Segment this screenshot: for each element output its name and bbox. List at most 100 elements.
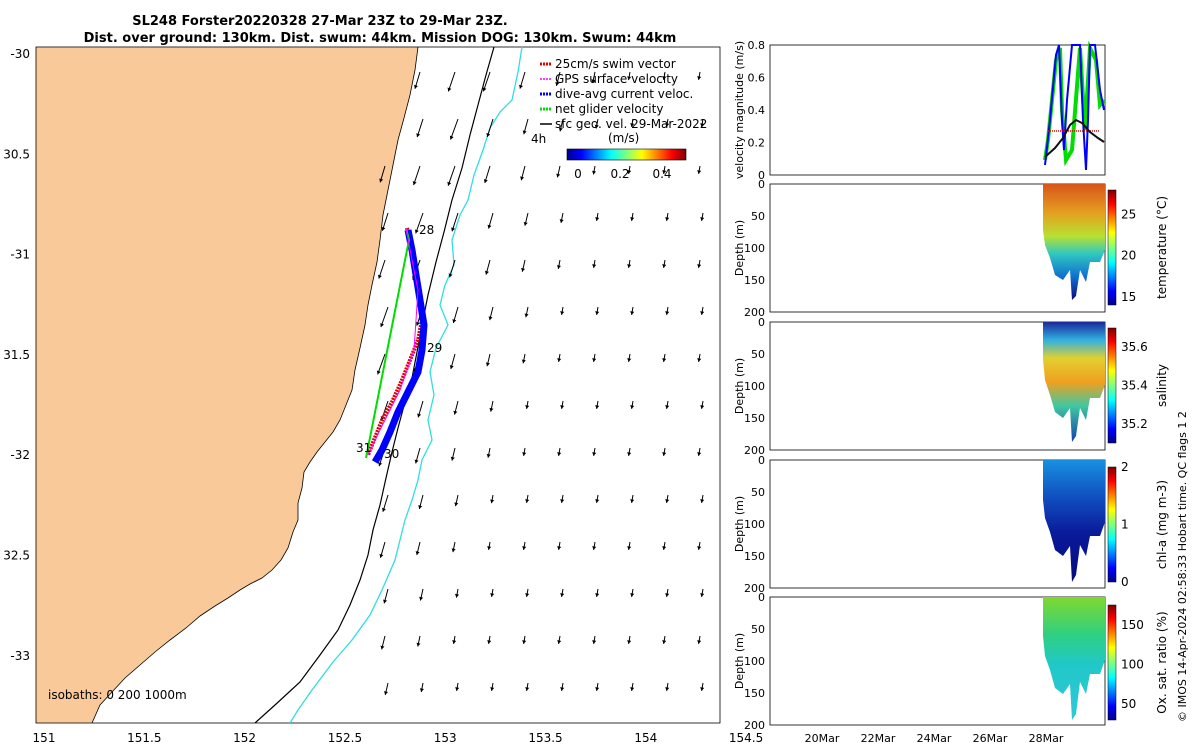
map-x-tick-label: 154 [634, 731, 657, 745]
velocity-arrowhead [381, 226, 386, 231]
velocity-arrowhead [630, 217, 635, 221]
colorbar-tick-label: 20 [1121, 249, 1136, 263]
colorbar-label: Ox. sat. ratio (%) [1155, 611, 1169, 713]
velocity-y-axis: 0 0.2 0.4 0.6 0.8 [748, 39, 766, 182]
velocity-arrowhead [665, 687, 670, 691]
depth-tick-label: 0 [758, 454, 765, 467]
depth-tick-label: 100 [744, 518, 765, 531]
velocity-arrowhead [449, 135, 454, 140]
glider-track [365, 227, 428, 464]
velocity-arrow [450, 118, 459, 140]
colorbar-tick-0: 0 [574, 167, 582, 181]
legend-item-gps: GPS surface velocity [540, 72, 678, 86]
velocity-arrowhead [665, 311, 670, 315]
velocity-arrowhead [592, 452, 597, 456]
velocity-arrowhead [557, 640, 562, 644]
velocity-arrowhead [630, 499, 635, 503]
velocity-arrowhead [595, 311, 600, 315]
velocity-arrowhead [630, 687, 635, 691]
velocity-arrowhead [627, 358, 632, 362]
colorbar-tick-label: 25 [1121, 208, 1136, 222]
chla-section [1043, 460, 1105, 582]
velocity-arrowhead [700, 687, 705, 691]
velocity-arrowhead [520, 176, 525, 181]
legend-label-net: net glider velocity [555, 102, 663, 116]
velocity-arrowhead [379, 553, 384, 558]
velocity-arrowhead [484, 270, 489, 275]
salinity-section [1043, 322, 1105, 442]
colorbar-tick-label: 1 [1121, 518, 1129, 532]
colorbar-tick-label: 35.2 [1121, 417, 1148, 431]
velocity-arrowhead [630, 405, 635, 409]
velocity-arrowhead [490, 499, 495, 504]
isobath-200m [254, 47, 495, 723]
velocity-arrowhead [447, 181, 452, 186]
velocity-arrowhead [377, 274, 382, 279]
chla-colorbar [1107, 466, 1117, 583]
velocity-arrowhead [560, 593, 565, 597]
velocity-arrowhead [384, 691, 389, 695]
velocity-arrowhead [522, 130, 527, 135]
velocity-arrowhead [451, 227, 456, 232]
chla-panel [769, 459, 1117, 589]
velocity-arrowhead [662, 76, 667, 80]
legend-label-geo: sfc geo. vel. 29-Mar-2022 [555, 117, 707, 131]
velocity-arrowhead [595, 217, 600, 221]
colorbar-label: chl-a (mg m-3) [1155, 480, 1169, 569]
velocity-arrowhead [627, 546, 632, 550]
velocity-arrowhead [522, 546, 527, 550]
depth-tick-label: 50 [751, 486, 765, 499]
velocity-arrowhead [595, 687, 600, 691]
day-label-28: 28 [419, 223, 434, 237]
velocity-arrowhead [416, 642, 421, 647]
velocity-arrowhead [592, 546, 597, 550]
day-label-31: 31 [356, 441, 371, 455]
velocity-arrowhead [555, 82, 560, 86]
temperature-panel [769, 183, 1117, 313]
colorbar-tick-label: 2 [1121, 460, 1129, 474]
velocity-arrowhead [376, 370, 381, 375]
velocity-arrowhead [451, 548, 456, 553]
time-axis: 20Mar 22Mar 24Mar 26Mar 28Mar [805, 732, 1064, 745]
velocity-arrowhead [378, 462, 383, 467]
velocity-arrowhead [700, 499, 705, 503]
velocity-arrowhead [665, 593, 670, 597]
colorbar-tick-0-2: 0.2 [610, 167, 629, 181]
time-tick-label: 20Mar [805, 732, 840, 745]
depth-ylabel: Depth (m) [733, 220, 746, 276]
depth-tick-label: 50 [751, 348, 765, 361]
velocity-arrowhead [379, 178, 384, 183]
velocity-arrowhead [524, 313, 529, 318]
colorbar-tick-label: 100 [1121, 657, 1144, 671]
depth-tick-label: 100 [744, 242, 765, 255]
velocity-arrowhead [662, 264, 667, 268]
map-y-tick-label: 32.5 [3, 549, 30, 563]
velocity-arrowhead [700, 123, 705, 127]
map-x-tick-label: 152 [233, 731, 256, 745]
velocity-arrowhead [662, 358, 667, 362]
velocity-arrowhead [489, 407, 494, 412]
colorbar-tick-0-4: 0.4 [652, 167, 671, 181]
velocity-arrowhead [595, 593, 600, 597]
map-panel: 28 29 30 31 isobaths: 0 200 1000m 151 151… [3, 46, 763, 745]
velocity-arrowhead [452, 640, 457, 644]
velocity-arrowhead [485, 362, 490, 367]
depth-tick-label: 150 [744, 412, 765, 425]
salinity-colorbar [1107, 327, 1117, 444]
velocity-arrowhead [454, 502, 459, 507]
velocity-y-tick-label: 0 [758, 169, 765, 182]
velocity-arrowhead [487, 224, 492, 229]
depth-tick-label: 0 [758, 316, 765, 329]
map-legend: 25cm/s swim vector GPS surface velocity … [531, 57, 707, 181]
temperature-section [1043, 184, 1105, 300]
velocity-arrowhead [662, 546, 667, 550]
velocity-arrowhead [592, 358, 597, 362]
velocity-arrowhead [521, 267, 526, 272]
depth-tick-label: 150 [744, 274, 765, 287]
velocity-arrowhead [523, 221, 528, 226]
colorbar-unit: (m/s) [608, 131, 639, 145]
depth-tick-label: 200 [744, 306, 765, 319]
velocity-arrowhead [627, 170, 632, 174]
velocity-arrowhead [627, 640, 632, 644]
title-line-2: Dist. over ground: 130km. Dist. swum: 44… [84, 31, 677, 46]
